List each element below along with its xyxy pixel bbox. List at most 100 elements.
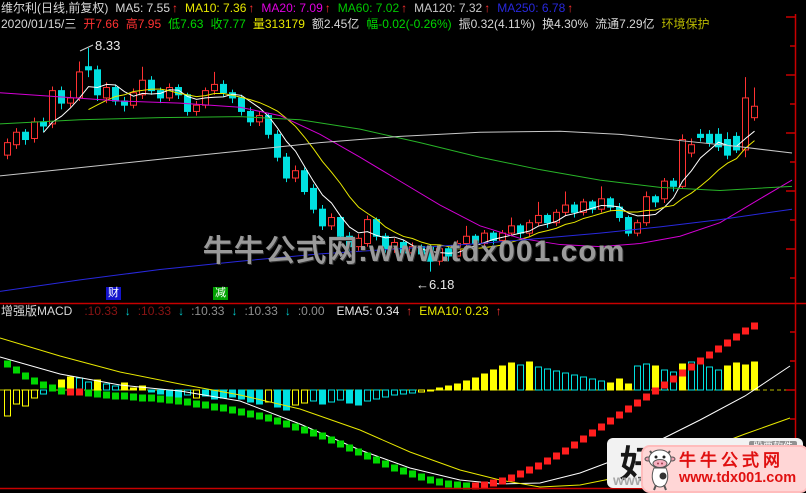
quote-item: 高7.95	[125, 17, 162, 31]
macd-bar	[652, 365, 659, 391]
macd-bar	[598, 380, 605, 391]
candle	[103, 87, 110, 99]
ma-item: MA60: 7.02	[337, 1, 400, 15]
candle	[337, 217, 344, 237]
up-arrow-icon: ↑	[484, 1, 491, 15]
candle	[697, 133, 704, 138]
macd-bar	[517, 364, 524, 391]
candle	[355, 237, 362, 248]
signal-dot	[562, 447, 569, 455]
macd-bar	[175, 389, 182, 398]
signal-dot	[13, 366, 20, 374]
signal-dot	[238, 408, 245, 416]
macd-bar	[607, 382, 614, 391]
signal-dot	[607, 417, 614, 425]
signal-dot	[391, 464, 398, 472]
signal-dot	[175, 397, 182, 405]
macd-bar	[13, 389, 20, 405]
signal-dot	[310, 429, 317, 437]
macd-bar	[535, 366, 542, 391]
quote-item: 收7.77	[210, 17, 246, 31]
macd-bar	[40, 389, 47, 395]
marker-badge: 减	[213, 287, 228, 300]
macd-item: :10.33	[137, 304, 172, 318]
candle	[463, 235, 470, 245]
ma-line	[0, 92, 793, 248]
signal-dot	[733, 333, 740, 341]
quote-item: 额2.45亿	[311, 17, 360, 31]
signal-dot	[301, 426, 308, 434]
macd-item: EMA5: 0.34	[336, 304, 400, 318]
macd-item: :10.33	[84, 304, 118, 318]
macd-bar	[256, 389, 263, 405]
quote-item: 振0.32(4.11%)	[458, 17, 536, 31]
signal-dot	[742, 327, 749, 335]
quote-item: 流通7.29亿	[595, 17, 655, 31]
candle	[346, 235, 353, 248]
macd-bar	[472, 377, 479, 391]
macd-bar	[202, 389, 209, 397]
candle	[436, 248, 443, 262]
candle	[85, 66, 92, 71]
watermark-center: 牛牛公式网:www.tdx001.com	[203, 235, 626, 268]
macd-bar	[733, 362, 740, 391]
candle	[157, 90, 164, 99]
signal-dot	[409, 470, 416, 478]
candle	[22, 131, 29, 141]
watermark-site-name: 牛牛公式网	[679, 451, 784, 470]
candle	[130, 92, 137, 106]
candle	[706, 133, 713, 144]
up-arrow-icon: ↑	[401, 1, 408, 15]
signal-dot	[184, 398, 191, 406]
high-price-label: 8.33	[95, 38, 121, 53]
signal-dot	[157, 395, 164, 403]
candle	[688, 144, 695, 154]
candle	[409, 246, 416, 254]
macd-bar	[697, 363, 704, 391]
signal-dot	[688, 363, 695, 371]
macd-bar	[211, 389, 218, 400]
candle	[652, 196, 659, 203]
macd-bar	[121, 382, 128, 391]
candle	[67, 97, 74, 104]
signal-dot	[652, 387, 659, 395]
ma-line	[43, 83, 755, 254]
signal-dot	[220, 404, 227, 412]
signal-dot	[400, 467, 407, 475]
macd-bar	[310, 389, 317, 402]
candle	[319, 208, 326, 227]
signal-dot	[76, 388, 83, 396]
macd-bar	[355, 389, 362, 406]
macd-bar	[751, 361, 758, 391]
macd-bar	[508, 362, 515, 391]
signal-dot	[292, 423, 299, 431]
cow-mascot-icon	[644, 449, 676, 491]
macd-bar	[562, 372, 569, 391]
signal-dot	[472, 482, 479, 490]
macd-bar	[571, 374, 578, 391]
macd-bar	[661, 369, 668, 391]
signal-dot	[229, 406, 236, 414]
ma-item: MA10: 7.36	[185, 1, 247, 15]
macd-item: EMA10: 0.23	[419, 304, 489, 318]
signal-dot	[517, 470, 524, 478]
up-arrow-icon: ↑	[248, 1, 255, 15]
up-arrow-icon: ↑	[406, 304, 413, 318]
macd-bar	[490, 369, 497, 391]
macd-bar	[715, 369, 722, 391]
ma-header-row: 维尔利(日线,前复权) MA5: 7.55 ↑ MA10: 7.36 ↑ MA20: 7.…	[1, 1, 580, 15]
candle	[715, 133, 722, 148]
signal-dot	[337, 440, 344, 448]
macd-bar	[274, 389, 281, 408]
down-arrow-icon: ↓	[284, 304, 291, 318]
quote-item: 2020/01/15/三	[1, 17, 77, 31]
signal-dot	[445, 480, 452, 488]
candle	[238, 97, 245, 112]
candle	[274, 133, 281, 158]
ma-item: MA120: 7.32	[414, 1, 483, 15]
macd-bar	[4, 389, 11, 417]
candle	[175, 87, 182, 96]
macd-bar	[544, 368, 551, 391]
signal-dot	[283, 420, 290, 428]
signal-dot	[58, 387, 65, 395]
